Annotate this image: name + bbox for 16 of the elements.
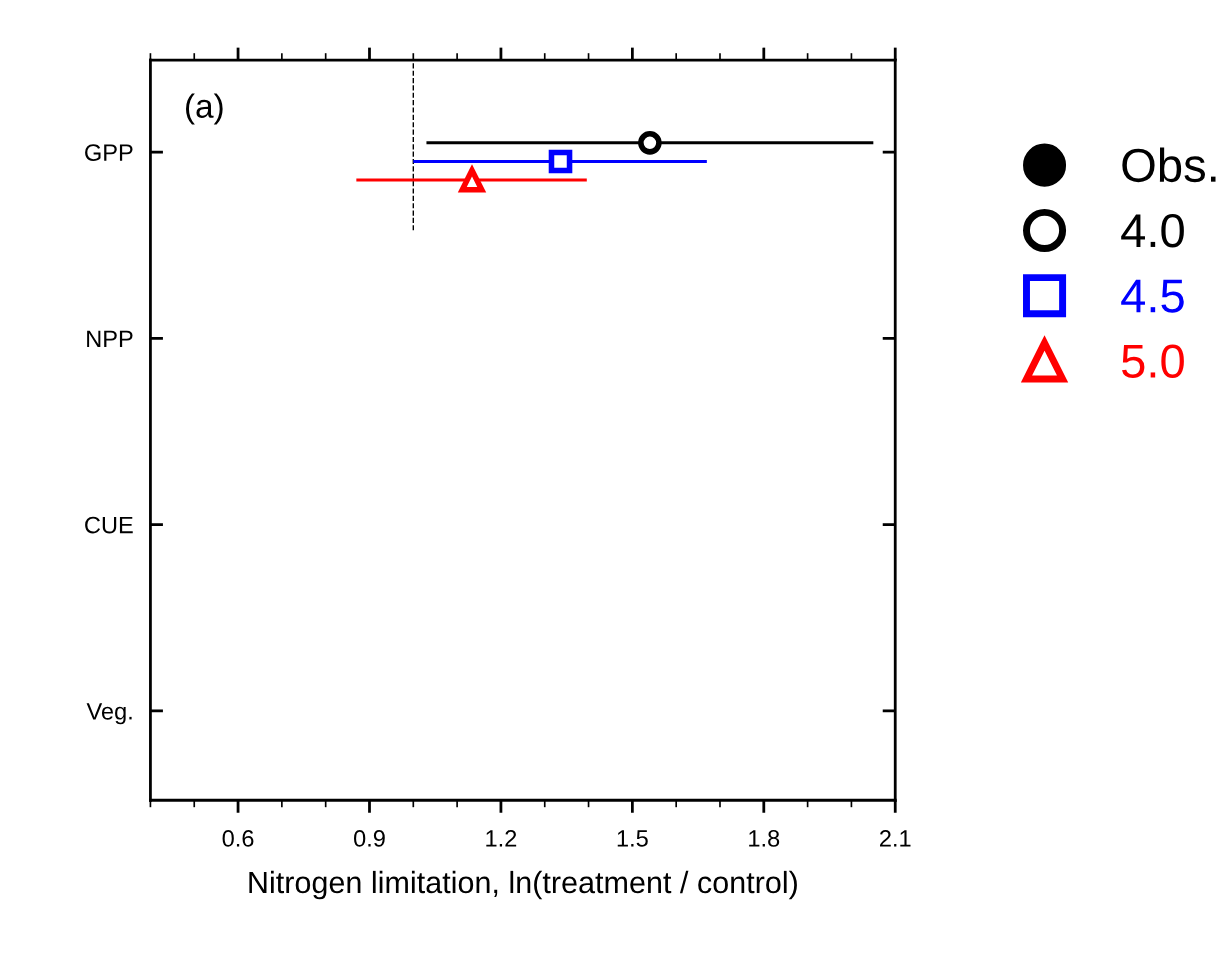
legend-label: 4.5	[1121, 279, 1184, 313]
y-tick-label: GPP	[85, 144, 133, 161]
legend-label: 5.0	[1121, 344, 1184, 378]
y-tick-label: Veg.	[86, 703, 132, 725]
annotation: (a)	[186, 93, 223, 125]
x-tick-label: 2.1	[880, 830, 911, 847]
y-tick-label: CUE	[85, 516, 133, 534]
x-axis-title: Nitrogen limitation, ln(treatment / control)	[249, 870, 797, 900]
x-tick-label: 0.9	[354, 830, 385, 847]
x-tick-label: 1.8	[749, 830, 780, 847]
y-tick-label: NPP	[87, 330, 133, 347]
x-tick-label: 1.5	[617, 830, 648, 847]
x-tick-label: 0.6	[222, 830, 254, 847]
legend-label: Obs.	[1122, 147, 1216, 183]
x-tick-label: 1.2	[486, 830, 517, 847]
legend-label: 4.0	[1121, 213, 1184, 248]
